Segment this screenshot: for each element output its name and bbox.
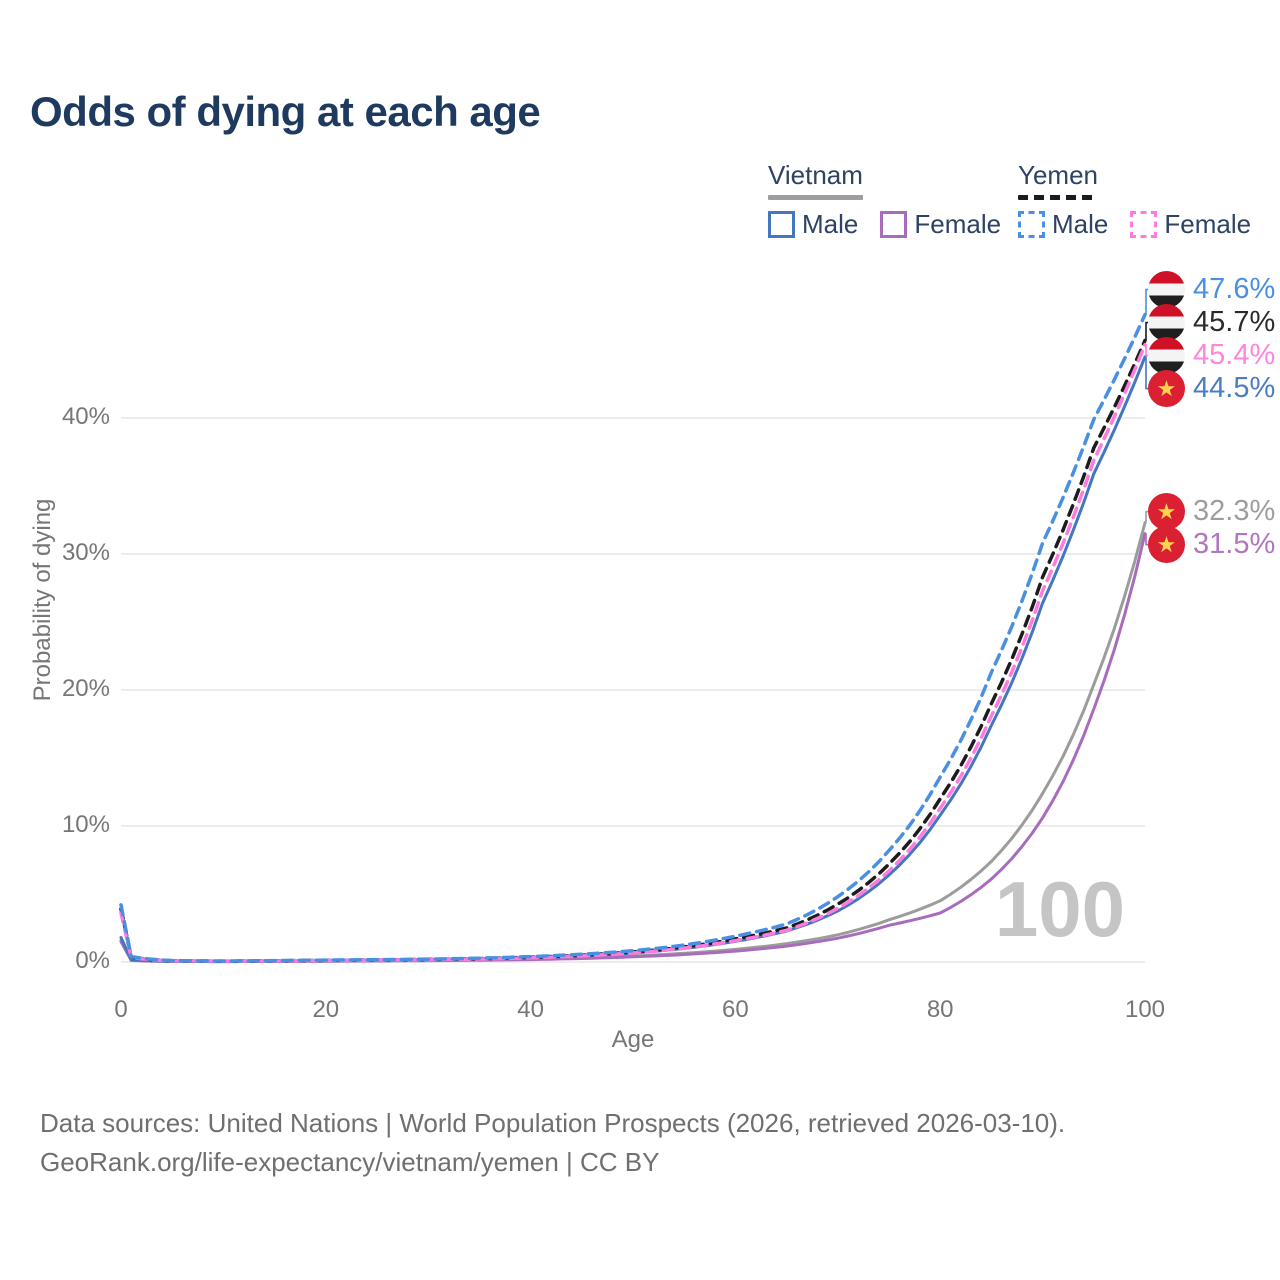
vietnam-flag-icon: ★	[1148, 493, 1185, 531]
footer-attribution-link: GeoRank.org/life-expectancy/vietnam/yeme…	[40, 1147, 660, 1177]
end-label-value-yemen-female: 45.4%	[1193, 339, 1276, 372]
end-label-row-vietnam-male: ★ 44.5%	[1148, 370, 1276, 408]
page-title: Odds of dying at each age	[30, 88, 541, 135]
y-tick-label-10%: 10%	[61, 811, 110, 838]
legend-group-yemen: Yemen Male Female	[1018, 160, 1251, 240]
yemen-male-swatch-icon	[1018, 211, 1045, 238]
legend-group-vietnam: Vietnam Male Female	[768, 160, 1001, 240]
end-label-row-yemen-total: 45.7%	[1148, 304, 1276, 342]
footer-data-sources: Data sources: United Nations | World Pop…	[40, 1108, 1066, 1138]
y-axis-title: Probability of dying	[29, 498, 56, 702]
series-line-vietnam-total[interactable]	[119, 521, 1147, 964]
x-tick-label-60: 60	[722, 996, 749, 1023]
legend-items-vietnam: Male Female	[768, 209, 1001, 240]
x-tick-label-0: 0	[114, 996, 128, 1023]
series-line-yemen-female[interactable]	[119, 342, 1147, 963]
series-line-yemen-total[interactable]	[119, 338, 1147, 963]
end-label-value-yemen-total: 45.7%	[1193, 306, 1276, 339]
vietnam-flag-icon: ★	[1148, 526, 1185, 564]
y-tick-label-30%: 30%	[61, 539, 110, 566]
legend-country-vietnam[interactable]: Vietnam	[768, 160, 863, 200]
vietnam-male-swatch-icon	[768, 211, 795, 238]
y-tick-label-0%: 0%	[75, 947, 110, 974]
x-tick-label-80: 80	[926, 996, 954, 1023]
end-label-value-vietnam-total: 32.3%	[1193, 495, 1276, 528]
legend-country-yemen[interactable]: Yemen	[1018, 160, 1098, 200]
yemen-flag-icon	[1148, 337, 1185, 375]
star-icon: ★	[1156, 498, 1177, 524]
legend-country-label: Yemen	[1018, 160, 1098, 190]
legend-items-yemen: Male Female	[1018, 209, 1251, 240]
yemen-flag-icon	[1148, 304, 1185, 342]
star-icon: ★	[1156, 375, 1177, 401]
end-label-row-vietnam-female: ★ 31.5%	[1148, 526, 1276, 564]
legend-item-label: Male	[1052, 209, 1109, 239]
y-tick-label-20%: 20%	[61, 675, 110, 702]
legend-country-label: Vietnam	[768, 160, 863, 190]
legend-item-label: Female	[1164, 209, 1252, 239]
yemen-line-sample	[1018, 195, 1098, 200]
series-line-vietnam-female[interactable]	[119, 532, 1147, 964]
legend-item-label: Male	[802, 209, 859, 239]
legend-item-label: Female	[914, 209, 1002, 239]
x-tick-label-40: 40	[517, 996, 544, 1023]
end-label-row-yemen-female: 45.4%	[1148, 337, 1276, 375]
end-label-value-vietnam-female: 31.5%	[1193, 528, 1276, 561]
watermark-current-age: 100	[994, 865, 1125, 953]
end-label-value-yemen-male: 47.6%	[1193, 273, 1276, 306]
y-tick-label-40%: 40%	[61, 403, 110, 430]
legend-item-yemen-female[interactable]: Female	[1130, 209, 1251, 240]
yemen-flag-icon	[1148, 271, 1185, 309]
star-icon: ★	[1156, 531, 1177, 557]
x-tick-label-100: 100	[1124, 996, 1166, 1023]
legend-item-vietnam-male[interactable]: Male	[768, 209, 858, 240]
legend-item-vietnam-female[interactable]: Female	[880, 209, 1001, 240]
yemen-female-swatch-icon	[1130, 211, 1158, 238]
vietnam-line-sample	[768, 195, 863, 200]
legend-item-yemen-male[interactable]: Male	[1018, 209, 1108, 240]
series-line-vietnam-male[interactable]	[119, 355, 1147, 963]
x-axis-title: Age	[611, 1026, 655, 1053]
end-label-value-vietnam-male: 44.5%	[1193, 372, 1276, 405]
vietnam-female-swatch-icon	[880, 211, 908, 238]
vietnam-flag-icon: ★	[1148, 370, 1185, 408]
series-line-yemen-male[interactable]	[119, 312, 1147, 963]
end-label-row-yemen-male: 47.6%	[1148, 271, 1276, 309]
x-tick-label-20: 20	[312, 996, 340, 1023]
end-label-row-vietnam-total: ★ 32.3%	[1148, 493, 1276, 531]
